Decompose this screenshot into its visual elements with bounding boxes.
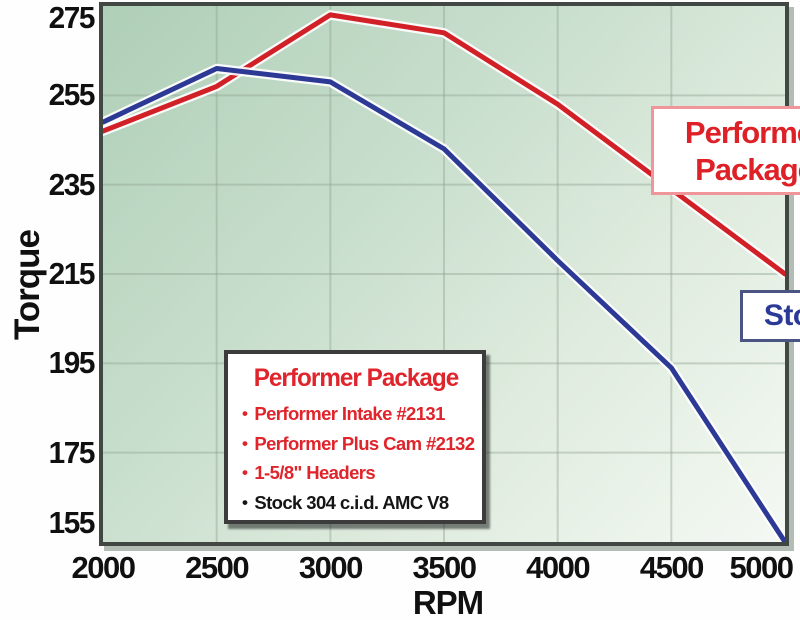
legend-item-text: Performer Intake #2131	[254, 403, 445, 424]
x-tick-label: 3000	[298, 550, 363, 585]
performer-package-callout: Performer Package	[651, 106, 800, 195]
x-tick-label: 2500	[185, 550, 249, 585]
legend-item-text: 1-5/8" Headers	[254, 462, 376, 483]
y-tick-label: 175	[48, 434, 96, 470]
legend-item: • Performer Plus Cam #2132	[240, 429, 475, 459]
legend-item: • Stock 304 c.i.d. AMC V8	[240, 488, 472, 518]
bullet-icon: •	[242, 463, 248, 482]
chart-svg	[103, 6, 785, 542]
x-tick-label: 3500	[412, 550, 477, 585]
legend-item-text: Stock 304 c.i.d. AMC V8	[254, 491, 449, 513]
bullet-icon: •	[242, 492, 248, 512]
performer-callout-line1: Performer	[684, 114, 800, 150]
x-tick-label: 5000	[729, 550, 794, 585]
stock-callout-label: Stock	[763, 299, 800, 332]
y-tick-label: 195	[48, 345, 96, 381]
bullet-icon: •	[242, 433, 248, 453]
legend-item: • 1-5/8" Headers	[240, 458, 472, 488]
performer-callout-line2: Package	[695, 151, 800, 187]
x-axis-title: RPM	[412, 584, 484, 620]
curve-stock	[103, 66, 785, 542]
y-tick-label: 255	[48, 77, 96, 113]
x-tick-label: 4500	[639, 550, 704, 585]
bullet-icon: •	[242, 404, 248, 423]
x-tick-label: 2000	[71, 550, 136, 585]
y-tick-label: 155	[48, 505, 96, 540]
legend-items: • Performer Intake #2131 • Performer Plus C…	[240, 399, 475, 518]
stock-callout: Stock	[740, 290, 800, 342]
x-tick-label: 4000	[526, 550, 590, 585]
legend-item: • Performer Intake #2131	[240, 399, 472, 429]
y-tick-label: 275	[48, 0, 96, 35]
y-tick-label: 235	[48, 166, 96, 202]
legend-title: Performer Package	[253, 364, 460, 392]
legend-box: Performer Package • Performer Intake #213…	[224, 350, 486, 524]
plot-area: Performer Package Stock Performer Packag…	[99, 2, 800, 546]
y-tick-label: 215	[48, 256, 96, 291]
legend-item-text: Performer Plus Cam #2132	[254, 432, 475, 454]
